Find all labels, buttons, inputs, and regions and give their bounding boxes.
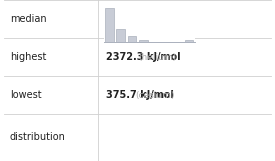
- Text: distribution: distribution: [10, 133, 66, 142]
- Bar: [185, 40, 193, 42]
- Text: (helium): (helium): [138, 52, 176, 62]
- Text: 671.4 kJ/mol: 671.4 kJ/mol: [106, 14, 174, 24]
- Text: (cesium): (cesium): [136, 90, 175, 99]
- Text: 375.7 kJ/mol: 375.7 kJ/mol: [106, 90, 174, 100]
- Bar: [128, 36, 136, 42]
- Text: highest: highest: [10, 52, 46, 62]
- Bar: [116, 29, 125, 42]
- Text: 2372.3 kJ/mol: 2372.3 kJ/mol: [106, 52, 180, 62]
- Bar: [105, 8, 114, 42]
- Text: lowest: lowest: [10, 90, 42, 100]
- Bar: [139, 40, 148, 42]
- Text: median: median: [10, 14, 47, 24]
